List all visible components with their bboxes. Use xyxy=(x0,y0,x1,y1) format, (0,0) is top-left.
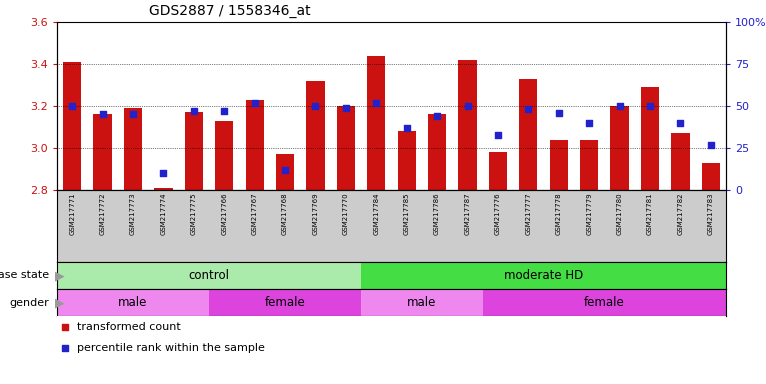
Text: GSM217785: GSM217785 xyxy=(404,192,410,235)
Bar xyxy=(306,81,325,190)
Point xyxy=(127,111,139,118)
Bar xyxy=(671,133,689,190)
Bar xyxy=(367,56,385,190)
Bar xyxy=(519,79,538,190)
Bar xyxy=(124,108,142,190)
Text: male: male xyxy=(118,296,148,309)
Bar xyxy=(361,262,726,289)
Text: GSM217771: GSM217771 xyxy=(69,192,75,235)
Text: GDS2887 / 1558346_at: GDS2887 / 1558346_at xyxy=(149,4,310,18)
Bar xyxy=(57,289,209,316)
Point xyxy=(370,99,382,106)
Bar xyxy=(489,152,507,190)
Bar xyxy=(641,87,659,190)
Point xyxy=(59,345,71,351)
Text: moderate HD: moderate HD xyxy=(504,269,583,282)
Bar xyxy=(93,114,112,190)
Text: GSM217781: GSM217781 xyxy=(647,192,653,235)
Bar xyxy=(458,60,476,190)
Point xyxy=(59,324,71,330)
Point xyxy=(66,103,78,109)
Text: GSM217787: GSM217787 xyxy=(464,192,470,235)
Point xyxy=(461,103,473,109)
Bar xyxy=(276,154,294,190)
Point xyxy=(248,99,260,106)
Text: control: control xyxy=(188,269,230,282)
Bar xyxy=(611,106,629,190)
Text: GSM217766: GSM217766 xyxy=(221,192,228,235)
Point xyxy=(552,110,565,116)
Text: GSM217773: GSM217773 xyxy=(130,192,136,235)
Point xyxy=(279,167,291,173)
Point xyxy=(157,170,169,176)
Bar xyxy=(361,289,483,316)
Text: GSM217786: GSM217786 xyxy=(434,192,440,235)
Bar xyxy=(483,289,726,316)
Point xyxy=(492,131,504,137)
Bar xyxy=(246,100,264,190)
Text: GSM217777: GSM217777 xyxy=(525,192,532,235)
Bar xyxy=(580,140,598,190)
Point xyxy=(614,103,626,109)
Bar xyxy=(63,62,81,190)
Text: GSM217780: GSM217780 xyxy=(617,192,623,235)
Text: GSM217776: GSM217776 xyxy=(495,192,501,235)
Point xyxy=(97,111,109,118)
Bar xyxy=(337,106,355,190)
Point xyxy=(401,125,413,131)
Text: GSM217774: GSM217774 xyxy=(160,192,166,235)
Text: GSM217775: GSM217775 xyxy=(191,192,197,235)
Point xyxy=(644,103,656,109)
Text: gender: gender xyxy=(10,298,49,308)
Text: GSM217784: GSM217784 xyxy=(373,192,379,235)
Text: GSM217768: GSM217768 xyxy=(282,192,288,235)
Text: GSM217772: GSM217772 xyxy=(100,192,106,235)
Point xyxy=(218,108,231,114)
Bar xyxy=(154,188,172,190)
Bar xyxy=(428,114,447,190)
Text: GSM217782: GSM217782 xyxy=(677,192,683,235)
Text: GSM217778: GSM217778 xyxy=(556,192,561,235)
Bar xyxy=(209,289,361,316)
Text: transformed count: transformed count xyxy=(77,322,181,332)
Point xyxy=(340,104,352,111)
Text: GSM217767: GSM217767 xyxy=(252,192,257,235)
Bar xyxy=(398,131,416,190)
Bar xyxy=(215,121,234,190)
Point xyxy=(705,142,717,148)
Bar xyxy=(185,112,203,190)
Text: disease state: disease state xyxy=(0,270,49,280)
Text: ▶: ▶ xyxy=(54,296,64,309)
Point xyxy=(522,106,535,113)
Point xyxy=(309,103,322,109)
Text: percentile rank within the sample: percentile rank within the sample xyxy=(77,343,265,353)
Text: GSM217779: GSM217779 xyxy=(586,192,592,235)
Bar xyxy=(57,262,361,289)
Text: GSM217783: GSM217783 xyxy=(708,192,714,235)
Point xyxy=(674,120,686,126)
Text: female: female xyxy=(265,296,306,309)
Bar xyxy=(550,140,568,190)
Point xyxy=(583,120,595,126)
Bar xyxy=(702,163,720,190)
Text: GSM217770: GSM217770 xyxy=(343,192,349,235)
Point xyxy=(188,108,200,114)
Text: ▶: ▶ xyxy=(54,269,64,282)
Text: GSM217769: GSM217769 xyxy=(313,192,319,235)
Point xyxy=(431,113,444,119)
Text: female: female xyxy=(584,296,625,309)
Text: male: male xyxy=(408,296,437,309)
